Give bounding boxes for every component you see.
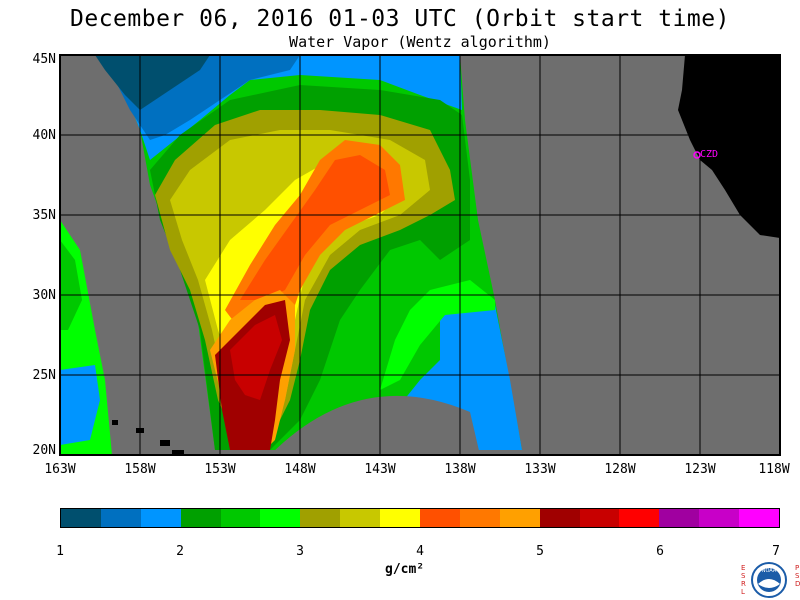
colorbar-segment-11 bbox=[459, 509, 500, 527]
logo-emblem-text: NOAA bbox=[762, 568, 777, 574]
colorbar-segment-9 bbox=[380, 509, 421, 527]
lon-label-163w: 163W bbox=[44, 462, 76, 477]
region-orange-red bbox=[240, 155, 390, 300]
island-kauai bbox=[112, 420, 118, 425]
region-green-east bbox=[380, 280, 495, 390]
region-red-core bbox=[230, 315, 282, 400]
map-frame bbox=[59, 54, 781, 456]
lon-label-153w: 153W bbox=[204, 462, 236, 477]
land-north-america bbox=[678, 55, 780, 238]
lon-label-118w: 118W bbox=[758, 462, 790, 477]
colorbar-tick-1: 1 bbox=[56, 544, 64, 559]
grid-lines bbox=[60, 55, 780, 455]
colorbar-tick-3: 3 bbox=[296, 544, 304, 559]
map-title: December 06, 2016 01-03 UTC (Orbit start… bbox=[70, 6, 730, 32]
colorbar-segment-5 bbox=[220, 509, 261, 527]
colorbar-tick-6: 6 bbox=[656, 544, 664, 559]
colorbar-tick-4: 4 bbox=[416, 544, 424, 559]
colorbar-segment-8 bbox=[340, 509, 381, 527]
island-hawaii bbox=[172, 450, 184, 455]
colorbar-segment-17 bbox=[699, 509, 740, 527]
lon-label-133w: 133W bbox=[524, 462, 556, 477]
colorbar-segment-7 bbox=[300, 509, 341, 527]
colorbar-tick-7: 7 bbox=[772, 544, 780, 559]
colorbar-segment-4 bbox=[180, 509, 221, 527]
colorbar-segment-15 bbox=[619, 509, 660, 527]
lat-label-25n: 25N bbox=[32, 368, 56, 383]
lon-label-158w: 158W bbox=[124, 462, 156, 477]
colorbar-segment-1 bbox=[61, 509, 101, 527]
colorbar-segment-16 bbox=[659, 509, 700, 527]
colorbar-segment-12 bbox=[499, 509, 540, 527]
lon-label-138w: 138W bbox=[444, 462, 476, 477]
colorbar-tick-2: 2 bbox=[176, 544, 184, 559]
lon-label-143w: 143W bbox=[364, 462, 396, 477]
colorbar-units: g/cm² bbox=[385, 562, 425, 577]
lat-label-35n: 35N bbox=[32, 208, 56, 223]
colorbar-segment-13 bbox=[539, 509, 580, 527]
island-maui bbox=[160, 440, 170, 446]
lat-label-40n: 40N bbox=[32, 128, 56, 143]
station-marker-icon bbox=[693, 151, 701, 159]
lat-label-45n: 45N bbox=[32, 52, 56, 67]
colorbar-segment-2 bbox=[100, 509, 141, 527]
colorbar bbox=[60, 508, 780, 528]
colorbar-segment-10 bbox=[420, 509, 460, 527]
swath-left-green bbox=[60, 240, 82, 330]
region-darkest-vapor-north bbox=[95, 55, 210, 110]
lat-label-20n: 20N bbox=[32, 443, 56, 458]
colorbar-segment-3 bbox=[140, 509, 181, 527]
lat-label-30n: 30N bbox=[32, 288, 56, 303]
colorbar-tick-5: 5 bbox=[536, 544, 544, 559]
noaa-bird-icon bbox=[758, 579, 780, 588]
nodata-arc bbox=[270, 395, 480, 455]
station-label: CZD bbox=[700, 149, 718, 160]
colorbar-segment-6 bbox=[260, 509, 301, 527]
swath-left-blue bbox=[60, 365, 100, 445]
map-subtitle: Water Vapor (Wentz algorithm) bbox=[289, 33, 551, 51]
lon-label-148w: 148W bbox=[284, 462, 316, 477]
lon-label-123w: 123W bbox=[684, 462, 716, 477]
colorbar-segment-14 bbox=[579, 509, 620, 527]
colorbar-segment-18 bbox=[739, 509, 780, 527]
lon-label-128w: 128W bbox=[604, 462, 636, 477]
